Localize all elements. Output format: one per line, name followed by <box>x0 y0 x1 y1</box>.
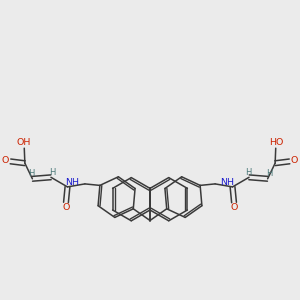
Text: O: O <box>2 156 9 165</box>
Text: H: H <box>245 168 251 177</box>
Text: O: O <box>230 203 237 212</box>
Text: H: H <box>49 168 55 177</box>
Text: NH: NH <box>220 178 235 187</box>
Text: NH: NH <box>65 178 80 187</box>
Text: H: H <box>266 169 272 178</box>
Text: OH: OH <box>16 138 31 147</box>
Text: HO: HO <box>269 138 284 147</box>
Text: O: O <box>63 203 70 212</box>
Text: H: H <box>28 169 34 178</box>
Text: O: O <box>291 156 298 165</box>
